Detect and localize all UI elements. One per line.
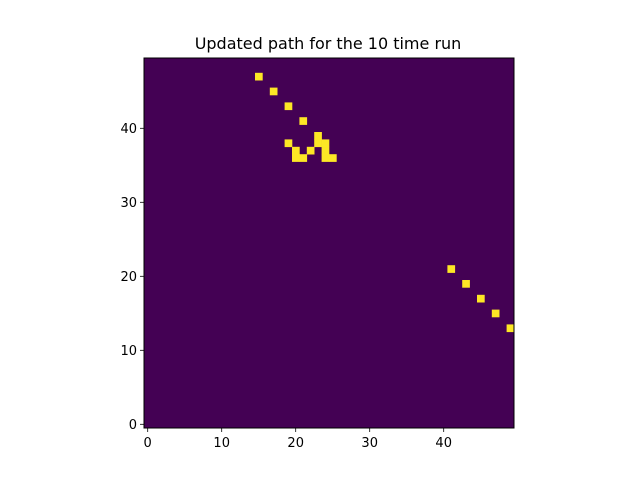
- heatmap-cell-21-42: [299, 117, 308, 125]
- x-axis: 0 10 20 30 40: [144, 428, 452, 451]
- y-tick-label: 20: [120, 270, 137, 285]
- y-tick-label: 0: [129, 418, 137, 433]
- heatmap-cell-17-46: [269, 87, 278, 96]
- y-tick-label: 10: [120, 344, 137, 359]
- heatmap-cell-20-37: [292, 154, 300, 162]
- x-tick-label: 30: [361, 436, 378, 451]
- heatmap-cell-23-40: [314, 132, 322, 140]
- x-tick-label: 40: [435, 436, 452, 451]
- chart-title: Updated path for the 10 time run: [195, 34, 462, 53]
- heatmap-cell-24-39: [321, 139, 330, 148]
- heatmap-cell-15-48: [255, 72, 263, 81]
- y-tick-label: 30: [120, 196, 137, 211]
- x-tick-label: 10: [213, 436, 230, 451]
- y-tick-label: 40: [120, 122, 137, 137]
- heatmap-background: [144, 58, 514, 428]
- heatmap-cell-45-18: [477, 294, 485, 303]
- heatmap-cell-19-39: [284, 139, 293, 148]
- plot-frame: [143, 57, 515, 429]
- heatmap-cell-23-39: [314, 139, 322, 148]
- x-tick-label: 0: [144, 436, 152, 451]
- heatmap-cell-20-38: [292, 146, 300, 155]
- heatmap-cell-47-16: [491, 309, 500, 318]
- highlighted-cells: [255, 72, 515, 333]
- heatmap-cell-24-38: [321, 146, 330, 155]
- heatmap-cell-24-37: [321, 154, 330, 162]
- heatmap-cell-41-22: [447, 265, 456, 273]
- heatmap-cell-21-37: [299, 154, 308, 162]
- heatmap-cell-25-37: [329, 154, 337, 162]
- heatmap-cell-43-20: [462, 280, 470, 288]
- x-tick-label: 20: [287, 436, 304, 451]
- y-axis: 0 10 20 30 40: [120, 122, 144, 433]
- heatmap-cell-49-14: [506, 324, 515, 333]
- heatmap-plot-area: [143, 57, 515, 429]
- heatmap-cell-22-38: [306, 146, 315, 155]
- heatmap-cell-19-44: [284, 102, 293, 111]
